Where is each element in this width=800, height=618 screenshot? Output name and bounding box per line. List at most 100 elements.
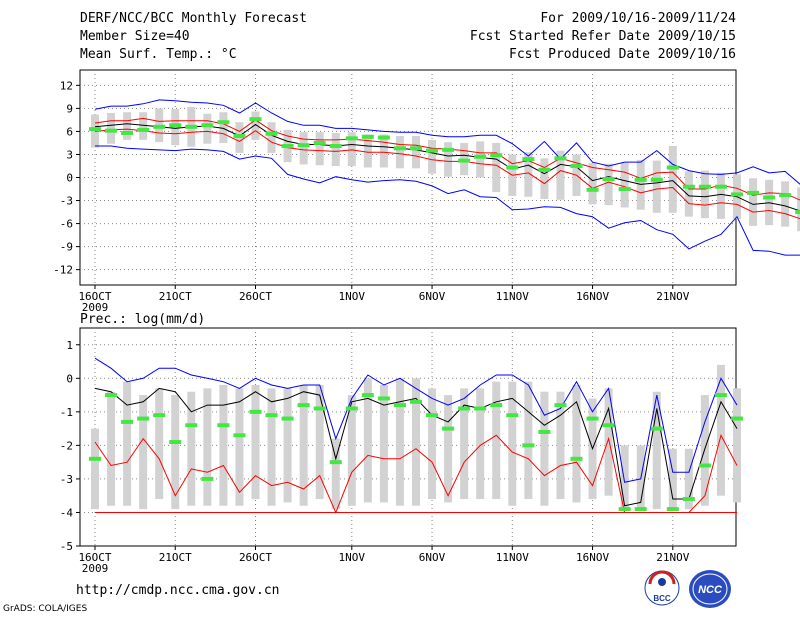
forecast-period: For 2009/10/16-2009/11/24 — [540, 11, 736, 26]
prec-green-marker — [89, 456, 101, 461]
temp-spread-bar — [347, 132, 356, 166]
prec-green-marker — [522, 443, 535, 448]
temp-series-lower — [95, 145, 800, 256]
prec-green-marker — [586, 416, 599, 421]
temp-green-marker — [666, 165, 679, 170]
temp-spread-bar — [139, 112, 148, 140]
prec-green-marker — [538, 429, 551, 434]
prec-spread-bar — [684, 448, 693, 510]
temp-xtick-label: 1NOV — [339, 290, 366, 303]
prec-spread-bar — [572, 385, 581, 503]
temp-green-marker — [393, 146, 406, 151]
temp-spread-bar — [251, 111, 260, 140]
ncc-logo: NCC — [689, 570, 731, 608]
prec-spread-bar — [716, 364, 725, 496]
temp-green-marker — [377, 135, 390, 140]
temp-ytick-label: -9 — [60, 241, 73, 254]
temp-spread-bar — [412, 136, 420, 169]
temp-ytick-label: 12 — [60, 79, 73, 92]
prec-xtick-label: 16NOV — [576, 551, 609, 564]
prec-spread-bar — [540, 391, 549, 506]
prec-green-marker — [554, 403, 567, 408]
temp-green-marker — [538, 167, 551, 172]
prec-spread-bar — [315, 385, 324, 500]
prec-spread-bar — [219, 385, 228, 506]
prec-green-marker — [265, 413, 278, 418]
temp-spread-bar — [700, 170, 709, 219]
prec-spread-bar — [604, 388, 613, 496]
temp-green-marker — [763, 195, 776, 200]
prec-green-marker — [169, 440, 182, 445]
temp-spread-bar — [652, 160, 661, 213]
temp-green-marker — [361, 134, 374, 139]
prec-spread-bar — [412, 378, 420, 506]
temp-green-marker — [233, 134, 246, 139]
prec-spread-bar — [187, 391, 196, 506]
prec-green-marker — [377, 396, 390, 401]
prec-green-marker — [329, 460, 342, 465]
temp-green-marker — [458, 158, 471, 163]
prec-spread-bar — [460, 388, 469, 500]
temp-series-upper — [94, 99, 800, 185]
temp-spread-bar — [444, 142, 453, 177]
temp-green-marker — [747, 190, 760, 195]
temp-green-marker — [185, 124, 198, 129]
precipitation-chart: 1 0 -1 -2 -3 -4 -5 16OCT 21OCT 26OCT 1NOV 6NOV 11NOV… — [60, 327, 743, 575]
temp-green-marker — [714, 184, 727, 189]
prec-green-marker — [201, 476, 214, 481]
temp-green-marker — [474, 154, 487, 159]
temp-green-marker — [490, 153, 503, 158]
prec-xtick-label: 11NOV — [496, 551, 529, 564]
prec-green-marker — [442, 426, 455, 431]
temp-green-marker — [89, 127, 101, 132]
prec-spread-bar — [524, 381, 533, 500]
prec-green-marker — [634, 507, 647, 512]
prec-green-marker — [410, 399, 422, 404]
prec-green-marker — [345, 406, 358, 411]
prec-green-marker — [714, 393, 727, 398]
prec-spread-bar — [155, 388, 164, 500]
prec-green-marker — [393, 403, 406, 408]
bcc-logo: BCC — [644, 570, 680, 606]
temp-spread-bar — [476, 141, 485, 178]
prec-series-lower — [94, 433, 738, 514]
temp-green-marker — [121, 130, 134, 135]
temp-series-p25 — [94, 128, 800, 220]
temp-spread-bar — [219, 112, 228, 143]
prec-spread-bar — [123, 381, 132, 506]
source-url[interactable]: http://cmdp.ncc.cma.gov.cn — [76, 583, 280, 598]
prec-series-mean — [94, 387, 738, 507]
prec-green-marker — [185, 423, 198, 428]
temp-xtick-label: 16OCT — [78, 290, 111, 303]
temp-year-label: 2009 — [82, 301, 109, 314]
prec-green-marker — [153, 413, 166, 418]
prec-green-marker — [249, 409, 262, 414]
prec-spread-bar — [508, 381, 517, 506]
temp-green-marker — [602, 177, 615, 182]
prec-green-marker — [618, 507, 631, 512]
temp-green-marker — [426, 148, 439, 153]
forecast-started: Fcst Started Refer Date 2009/10/15 — [469, 29, 736, 44]
prec-green-marker — [137, 416, 150, 421]
prec-green-marker — [426, 413, 439, 418]
temp-spread-bar — [540, 158, 549, 199]
prec-ytick-label: -3 — [60, 473, 73, 486]
temp-spread-bar — [363, 134, 372, 168]
prec-spread-bar — [107, 391, 116, 506]
prec-green-marker — [698, 463, 711, 468]
temp-spread-bar — [315, 132, 324, 166]
temp-green-marker — [329, 144, 342, 149]
temp-ytick-label: -3 — [60, 195, 73, 208]
bcc-logo-text: BCC — [653, 594, 671, 603]
temp-green-marker — [345, 136, 358, 141]
temp-green-marker — [313, 140, 326, 145]
temp-green-marker — [281, 144, 294, 149]
temp-green-marker — [570, 163, 583, 168]
prec-xtick-label: 16OCT — [78, 551, 111, 564]
prec-spread-bar — [668, 448, 677, 510]
temp-spread-bar — [395, 136, 404, 169]
temp-spread-bar — [428, 139, 437, 174]
prec-spread-bar — [652, 391, 661, 510]
temp-green-marker — [618, 187, 631, 192]
